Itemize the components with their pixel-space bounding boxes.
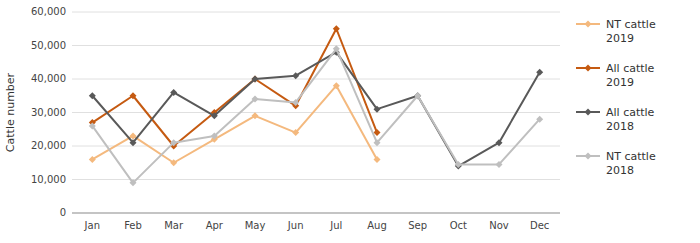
point [333, 45, 340, 52]
y-tick-label: 0 [60, 207, 66, 218]
series-line [92, 49, 539, 183]
point [414, 92, 421, 99]
point [252, 76, 259, 83]
point [252, 96, 259, 103]
y-tick-label: 20,000 [31, 140, 66, 151]
y-axis-label: Cattle number [4, 72, 17, 152]
x-tick-label: Feb [124, 220, 142, 231]
series [89, 45, 543, 186]
point [496, 139, 503, 146]
legend-label: All cattle2019 [606, 62, 655, 89]
x-tick-label: Jun [287, 220, 304, 231]
series-line [92, 29, 377, 146]
legend-label: NT cattle2018 [606, 150, 656, 177]
point [292, 99, 299, 106]
grid [72, 12, 560, 213]
y-ticks: 0 10,000 20,000 30,000 40,000 50,000 60,000 [31, 6, 66, 218]
x-tick-label: Jul [329, 220, 342, 231]
point [170, 89, 177, 96]
y-tick-label: 10,000 [31, 174, 66, 185]
series [89, 49, 543, 170]
legend-label-line: 2019 [606, 32, 634, 45]
point [292, 72, 299, 79]
x-ticks: Jan Feb Mar Apr May Jun Jul Aug Sep Oct Nov Dec [84, 220, 550, 231]
x-tick-label: Aug [367, 220, 387, 231]
point [536, 116, 543, 123]
point [130, 92, 137, 99]
point [89, 156, 96, 163]
series-line [92, 52, 539, 166]
point [89, 92, 96, 99]
legend-label-line: 2018 [606, 164, 634, 177]
x-tick-label: Apr [206, 220, 224, 231]
legend-item: All cattle2019 [576, 62, 655, 89]
point [130, 139, 137, 146]
x-axis-line [72, 213, 560, 214]
x-tick-label: Nov [489, 220, 509, 231]
y-tick-label: 50,000 [31, 40, 66, 51]
legend-item: All cattle2018 [576, 106, 655, 133]
point [252, 112, 259, 119]
y-tick-label: 60,000 [31, 6, 66, 17]
legend-marker [585, 109, 592, 116]
point [333, 25, 340, 32]
grid-line [72, 213, 560, 214]
legend-label-line: 2018 [606, 120, 634, 133]
point [536, 69, 543, 76]
point [170, 159, 177, 166]
grid-line [72, 179, 560, 180]
legend-label-line: NT cattle [606, 150, 656, 163]
grid-line [72, 12, 560, 13]
legend-marker [585, 153, 592, 160]
x-tick-label: Jan [84, 220, 100, 231]
grid-line [72, 79, 560, 80]
grid-line [72, 45, 560, 46]
legend-item: NT cattle2019 [576, 18, 656, 45]
x-tick-label: Oct [450, 220, 467, 231]
x-tick-label: Mar [164, 220, 184, 231]
legend-label: NT cattle2019 [606, 18, 656, 45]
legend-label-line: All cattle [606, 106, 655, 119]
x-tick-label: May [245, 220, 266, 231]
legend-label-line: NT cattle [606, 18, 656, 31]
x-tick-label: Sep [408, 220, 427, 231]
point [374, 106, 381, 113]
point [211, 132, 218, 139]
point [170, 139, 177, 146]
legend: NT cattle2019All cattle2019All cattle201… [576, 18, 656, 177]
point [333, 82, 340, 89]
chart: 0 10,000 20,000 30,000 40,000 50,000 60,000 Jan… [0, 0, 700, 243]
grid-line [72, 146, 560, 147]
x-tick-label: Dec [530, 220, 549, 231]
point [130, 179, 137, 186]
point [374, 139, 381, 146]
point [292, 129, 299, 136]
legend-label-line: All cattle [606, 62, 655, 75]
point [455, 161, 462, 168]
legend-marker [585, 65, 592, 72]
point [496, 161, 503, 168]
point [211, 112, 218, 119]
legend-marker [585, 21, 592, 28]
legend-label: All cattle2018 [606, 106, 655, 133]
legend-item: NT cattle2018 [576, 150, 656, 177]
plot-area [89, 25, 543, 186]
y-tick-label: 40,000 [31, 73, 66, 84]
series [89, 25, 381, 149]
point [89, 122, 96, 129]
legend-label-line: 2019 [606, 76, 634, 89]
point [374, 156, 381, 163]
y-tick-label: 30,000 [31, 107, 66, 118]
